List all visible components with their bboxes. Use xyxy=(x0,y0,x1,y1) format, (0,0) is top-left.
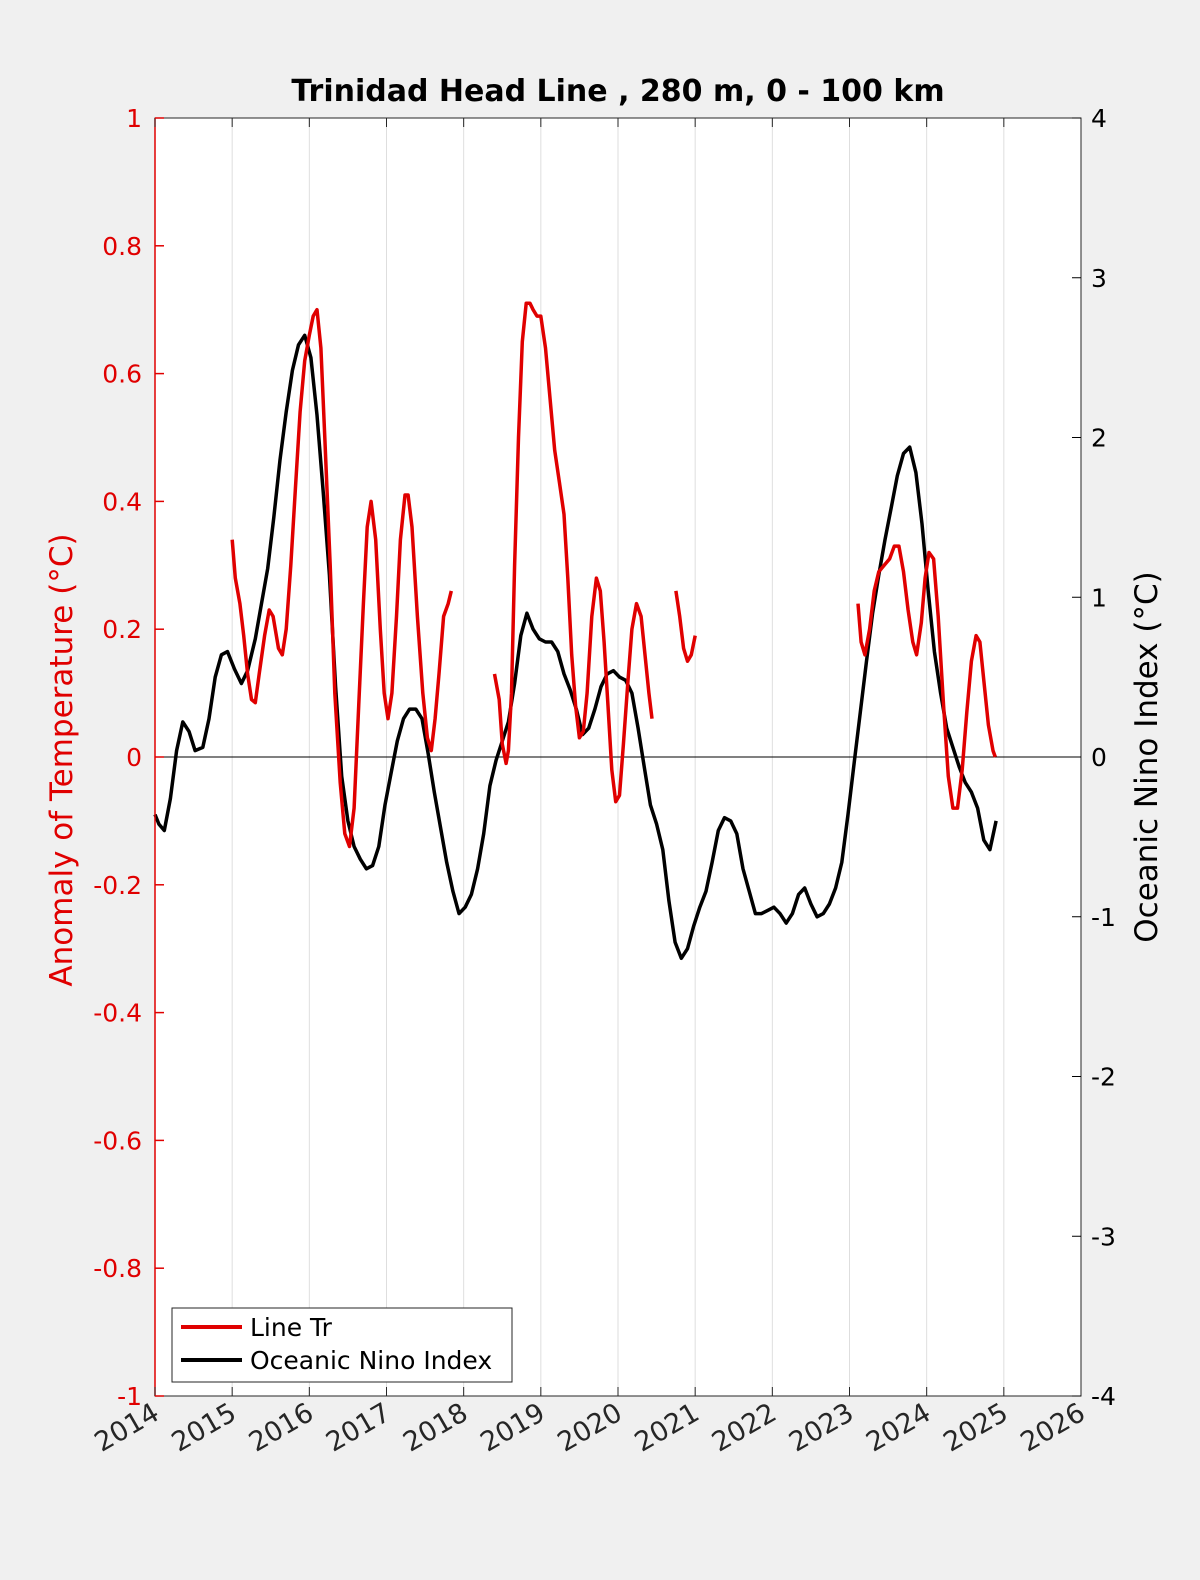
y-left-tick-label: -0.4 xyxy=(93,999,142,1028)
x-tick-label: 2016 xyxy=(244,1397,319,1458)
y-left-tick-label: 1 xyxy=(126,104,142,133)
legend-label-oni: Oceanic Nino Index xyxy=(250,1346,492,1375)
series-line-line-tr xyxy=(492,301,654,804)
y-axis-right-label: Oceanic Nino Index (°C) xyxy=(1129,571,1165,942)
x-tick-label: 2019 xyxy=(475,1397,550,1458)
x-tick-label: 2018 xyxy=(398,1397,473,1458)
y-right-tick-label: 4 xyxy=(1091,104,1107,133)
series-line-line-tr xyxy=(674,590,697,663)
x-tick-label: 2015 xyxy=(167,1397,242,1458)
legend: Line Tr Oceanic Nino Index xyxy=(171,1307,513,1383)
y-left-tick-label: -1 xyxy=(117,1382,142,1411)
series-layer xyxy=(153,301,998,961)
y-right-tick-label: -3 xyxy=(1091,1222,1116,1251)
y-left-tick-label: 0.6 xyxy=(102,360,142,389)
y-left-tick-label: 0 xyxy=(126,743,142,772)
x-tick-label: 2025 xyxy=(938,1397,1013,1458)
chart-title: Trinidad Head Line , 280 m, 0 - 100 km xyxy=(291,74,944,109)
legend-label-line-tr: Line Tr xyxy=(250,1313,333,1342)
series-line-line-tr xyxy=(230,307,454,849)
y-axis-left-label: Anomaly of Temperature (°C) xyxy=(44,533,80,986)
x-tick-label: 2023 xyxy=(784,1397,859,1458)
legend-box xyxy=(171,1307,513,1383)
y-right-tick-label: 1 xyxy=(1091,583,1107,612)
x-tick-label: 2021 xyxy=(630,1397,705,1458)
x-tick-label: 2024 xyxy=(861,1397,936,1458)
series-line-line-tr xyxy=(856,544,997,810)
x-tick-label: 2020 xyxy=(552,1397,627,1458)
x-tick-label: 2022 xyxy=(707,1397,782,1458)
y-left-tick-label: 0.8 xyxy=(102,232,142,261)
y-left-tick-label: -0.8 xyxy=(93,1254,142,1283)
y-left-tick-label: 0.4 xyxy=(102,487,142,516)
y-right-tick-label: -1 xyxy=(1091,903,1116,932)
x-tick-label: 2017 xyxy=(321,1397,396,1458)
y-right-tick-label: 3 xyxy=(1091,264,1107,293)
y-left-tick-label: -0.6 xyxy=(93,1126,142,1155)
y-left-tick-label: -0.2 xyxy=(93,871,142,900)
x-tick-label: 2026 xyxy=(1015,1397,1090,1458)
y-left-tick-label: 0.2 xyxy=(102,615,142,644)
y-right-tick-label: 2 xyxy=(1091,424,1107,453)
y-right-tick-label: -2 xyxy=(1091,1063,1116,1092)
y-right-tick-label: -4 xyxy=(1091,1382,1116,1411)
y-right-tick-label: 0 xyxy=(1091,743,1107,772)
